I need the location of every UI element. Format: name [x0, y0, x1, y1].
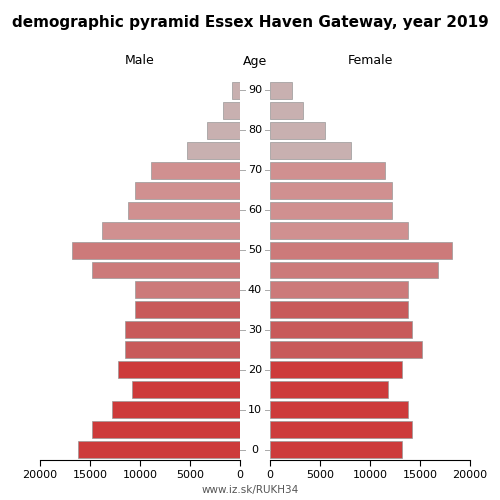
Text: Male: Male: [125, 54, 155, 68]
Bar: [270, 420, 412, 438]
Bar: [187, 142, 240, 159]
Bar: [78, 440, 240, 458]
Bar: [151, 162, 240, 179]
Bar: [270, 222, 408, 238]
Text: Age: Age: [243, 54, 267, 68]
Bar: [270, 142, 351, 159]
Text: 30: 30: [248, 325, 262, 335]
Bar: [223, 102, 240, 120]
Bar: [135, 302, 240, 318]
Bar: [270, 302, 408, 318]
Text: www.iz.sk/RUKH34: www.iz.sk/RUKH34: [202, 485, 298, 495]
Bar: [270, 242, 452, 258]
Bar: [135, 282, 240, 298]
Bar: [270, 440, 402, 458]
Text: 70: 70: [248, 165, 262, 175]
Bar: [270, 82, 292, 100]
Text: 90: 90: [248, 85, 262, 95]
Bar: [270, 381, 388, 398]
Bar: [112, 401, 240, 417]
Text: demographic pyramid Essex Haven Gateway, year 2019: demographic pyramid Essex Haven Gateway,…: [12, 15, 488, 30]
Text: 60: 60: [248, 205, 262, 215]
Bar: [125, 341, 240, 358]
Bar: [270, 341, 422, 358]
Bar: [270, 282, 408, 298]
Text: 50: 50: [248, 245, 262, 255]
Bar: [207, 122, 240, 139]
Bar: [135, 182, 240, 199]
Bar: [270, 401, 408, 417]
Bar: [270, 122, 325, 139]
Bar: [270, 202, 392, 219]
Text: 10: 10: [248, 405, 262, 415]
Bar: [92, 262, 240, 278]
Bar: [270, 102, 303, 120]
Bar: [270, 262, 438, 278]
Bar: [232, 82, 240, 100]
Bar: [270, 182, 392, 199]
Bar: [128, 202, 240, 219]
Text: 40: 40: [248, 285, 262, 295]
Bar: [270, 361, 402, 378]
Text: Female: Female: [348, 54, 393, 68]
Bar: [270, 162, 385, 179]
Bar: [92, 420, 240, 438]
Bar: [72, 242, 240, 258]
Bar: [118, 361, 240, 378]
Text: 80: 80: [248, 125, 262, 135]
Bar: [270, 321, 412, 338]
Bar: [125, 321, 240, 338]
Text: 20: 20: [248, 365, 262, 375]
Bar: [132, 381, 240, 398]
Text: 0: 0: [252, 445, 258, 455]
Bar: [102, 222, 240, 238]
